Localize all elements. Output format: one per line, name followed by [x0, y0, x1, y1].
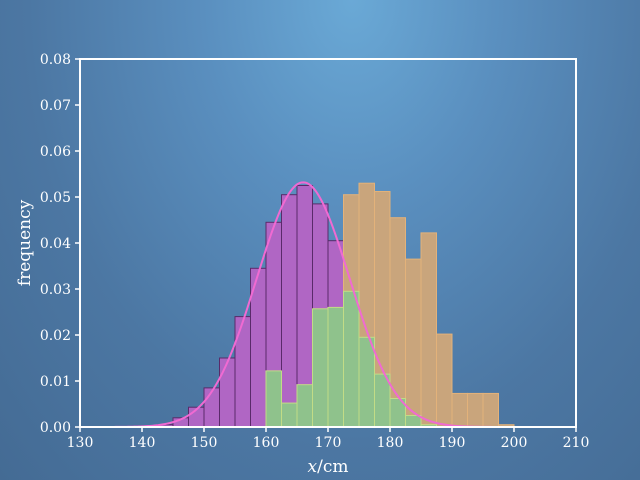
histogram-bar [343, 290, 360, 428]
histogram-bar [203, 387, 220, 428]
y-tick-label: 0.00 [40, 420, 71, 436]
x-tick-label: 190 [439, 435, 466, 451]
bars-layer [157, 182, 515, 428]
histogram-bar [405, 258, 422, 428]
y-tick-label: 0.02 [40, 328, 71, 344]
x-axis-label-var: x [308, 457, 318, 477]
normal-curve [80, 181, 514, 428]
histogram-bar [436, 333, 453, 428]
y-tick-label: 0.08 [40, 52, 71, 68]
y-tick-label: 0.07 [40, 98, 71, 114]
axis-ticks: 130 140 150 160 170 180 190 200 210 0.00 0.01 0.02 0… [40, 52, 590, 451]
x-tick-label: 210 [563, 435, 590, 451]
y-tick-label: 0.01 [40, 374, 71, 390]
histogram-bar [358, 336, 375, 428]
x-tick-label: 130 [67, 435, 94, 451]
y-tick-label: 0.06 [40, 144, 71, 160]
x-tick-label: 170 [315, 435, 342, 451]
histogram-bar [420, 232, 437, 428]
histogram-bar [482, 392, 499, 428]
y-tick-label: 0.04 [40, 236, 71, 252]
x-tick-label: 180 [377, 435, 404, 451]
histogram-bar [234, 316, 251, 428]
histogram-bar [265, 370, 282, 428]
histogram-bar [467, 392, 484, 428]
histogram-bar [296, 384, 313, 428]
x-tick-label: 160 [253, 435, 280, 451]
x-axis-label: x/cm [308, 457, 349, 477]
histogram-bar [327, 306, 344, 428]
x-tick-label: 200 [501, 435, 528, 451]
y-axis-label: frequency [15, 199, 35, 286]
histogram-bar [281, 194, 298, 428]
histogram-bar [281, 402, 298, 428]
x-axis-label-unit: /cm [317, 457, 348, 477]
y-tick-label: 0.03 [40, 282, 71, 298]
y-tick-label: 0.05 [40, 190, 71, 206]
histogram-bar [312, 308, 329, 428]
histogram-bar [451, 392, 468, 428]
x-tick-label: 140 [129, 435, 156, 451]
histogram-bar [405, 415, 422, 428]
histogram-bar [219, 357, 236, 428]
x-tick-label: 150 [191, 435, 218, 451]
